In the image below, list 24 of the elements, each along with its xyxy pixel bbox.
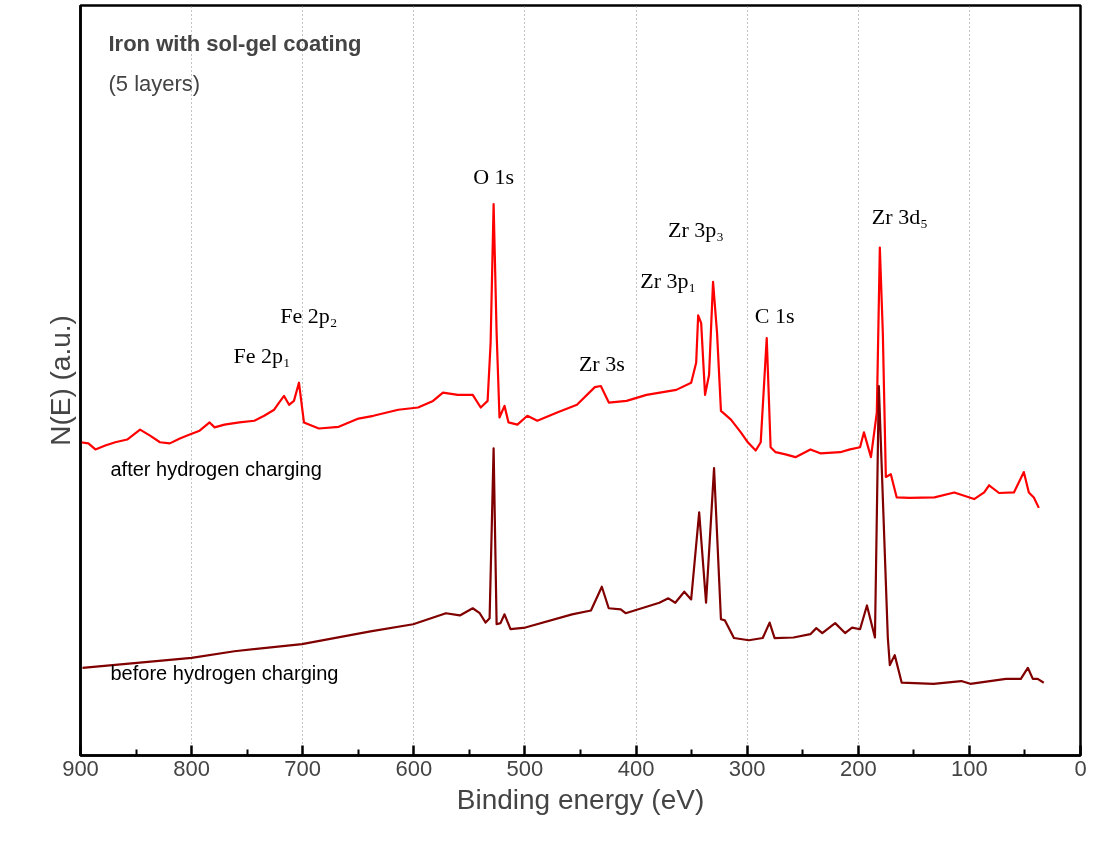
annotation: O 1s [473, 164, 515, 190]
annotation: Fe 2p₂ [280, 302, 338, 328]
x-tick-label: 900 [62, 755, 99, 781]
x-tick-label: 500 [506, 755, 544, 781]
chart-subtitle: (5 layers) [108, 70, 201, 96]
annotation: Zr 3p₁ [640, 268, 697, 294]
x-tick-label: 800 [173, 755, 210, 781]
x-tick-label: 300 [728, 755, 766, 781]
annotation: Zr 3s [578, 351, 625, 377]
annotation: Zr 3d₅ [871, 203, 928, 229]
x-tick-label: 100 [951, 755, 988, 781]
series-label: before hydrogen charging [110, 661, 339, 684]
annotation: C 1s [754, 303, 795, 329]
x-tick-label: 200 [839, 755, 877, 781]
x-tick-label: 700 [284, 755, 322, 781]
x-tick-label: 400 [617, 755, 655, 781]
annotation: Fe 2p₁ [233, 342, 291, 368]
series-label: after hydrogen charging [110, 457, 322, 480]
y-axis-title: N(E) (a.u.) [44, 315, 76, 446]
x-tick-label: 0 [1074, 755, 1087, 781]
chart-title: Iron with sol-gel coating [108, 30, 362, 56]
x-axis-title: Binding energy (eV) [456, 783, 705, 815]
annotation: Zr 3p₃ [668, 216, 725, 242]
x-tick-label: 600 [395, 755, 433, 781]
